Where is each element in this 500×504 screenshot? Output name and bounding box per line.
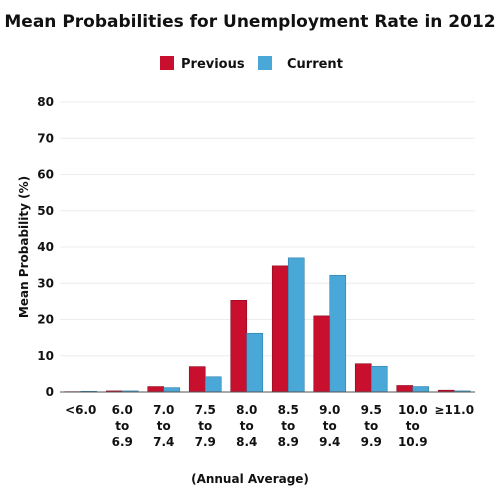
y-tick-label: 40 xyxy=(37,240,54,254)
x-tick-line: 10.0 xyxy=(398,403,428,417)
bar-previous xyxy=(397,385,413,392)
x-tick-line: to xyxy=(406,419,420,433)
y-tick-label: 20 xyxy=(37,313,54,327)
x-tick-line: 8.5 xyxy=(278,403,299,417)
gridlines xyxy=(60,102,475,356)
chart-title: Mean Probabilities for Unemployment Rate… xyxy=(4,12,495,32)
x-tick-line: 7.0 xyxy=(153,403,174,417)
y-axis-ticks: 0 10 20 30 40 50 60 70 80 xyxy=(37,95,54,399)
bar-previous xyxy=(231,300,247,392)
bar-current xyxy=(371,366,387,392)
bar-current xyxy=(164,388,180,392)
x-tick-line: 9.0 xyxy=(319,403,340,417)
x-tick-label: 9.5 to 9.9 xyxy=(361,403,382,449)
bar-previous xyxy=(314,316,330,392)
x-tick-label: 7.5 to 7.9 xyxy=(195,403,216,449)
bar-current xyxy=(413,387,429,392)
x-tick-line: to xyxy=(198,419,212,433)
x-tick-line: to xyxy=(323,419,337,433)
bar-previous xyxy=(272,266,288,392)
bars xyxy=(65,258,471,392)
bar-previous xyxy=(355,364,371,392)
x-tick-line: to xyxy=(115,419,129,433)
x-tick-line: <6.0 xyxy=(65,403,96,417)
x-tick-line: 8.4 xyxy=(236,435,257,449)
legend-label-previous: Previous xyxy=(181,57,245,72)
x-tick-label: 8.5 to 8.9 xyxy=(278,403,299,449)
x-tick-line: to xyxy=(281,419,295,433)
y-tick-label: 50 xyxy=(37,204,54,218)
x-tick-label: 8.0 to 8.4 xyxy=(236,403,257,449)
bar-previous xyxy=(148,387,164,392)
x-tick-label: 9.0 to 9.4 xyxy=(319,403,340,449)
x-tick-line: to xyxy=(157,419,171,433)
x-tick-label: 10.0 to 10.9 xyxy=(398,403,428,449)
x-tick-line: 9.4 xyxy=(319,435,340,449)
x-tick-line: 8.9 xyxy=(278,435,299,449)
bar-current xyxy=(205,377,221,392)
x-tick-label: <6.0 xyxy=(65,403,96,417)
x-tick-line: 9.9 xyxy=(361,435,382,449)
y-tick-label: 0 xyxy=(46,385,54,399)
bar-current xyxy=(247,333,263,392)
x-tick-line: ≥11.0 xyxy=(434,403,474,417)
x-tick-line: 6.0 xyxy=(112,403,133,417)
x-tick-line: 10.9 xyxy=(398,435,428,449)
x-axis-ticks: <6.0 6.0 to 6.9 7.0 to 7.4 7.5 to 7.9 8.0 to 8.4 8.5 t… xyxy=(65,403,474,449)
y-tick-label: 30 xyxy=(37,276,54,290)
bar-previous xyxy=(189,367,205,392)
legend-swatch-previous xyxy=(160,56,174,70)
x-tick-line: to xyxy=(364,419,378,433)
x-tick-line: 9.5 xyxy=(361,403,382,417)
x-tick-line: 7.4 xyxy=(153,435,174,449)
x-tick-line: 7.5 xyxy=(195,403,216,417)
x-tick-line: 6.9 xyxy=(112,435,133,449)
x-tick-label: ≥11.0 xyxy=(434,403,474,417)
y-tick-label: 10 xyxy=(37,349,54,363)
x-tick-line: to xyxy=(240,419,254,433)
y-tick-label: 80 xyxy=(37,95,54,109)
legend: Previous Current xyxy=(160,56,343,72)
x-tick-label: 6.0 to 6.9 xyxy=(112,403,133,449)
legend-label-current: Current xyxy=(287,57,343,72)
y-tick-label: 60 xyxy=(37,168,54,182)
x-tick-line: 7.9 xyxy=(195,435,216,449)
x-tick-label: 7.0 to 7.4 xyxy=(153,403,174,449)
y-tick-label: 70 xyxy=(37,131,54,145)
bar-current xyxy=(330,275,346,392)
y-axis-label: Mean Probability (%) xyxy=(17,176,31,318)
legend-swatch-current xyxy=(258,56,272,70)
x-tick-line: 8.0 xyxy=(236,403,257,417)
x-axis-label: (Annual Average) xyxy=(191,472,309,486)
bar-current xyxy=(288,258,304,392)
